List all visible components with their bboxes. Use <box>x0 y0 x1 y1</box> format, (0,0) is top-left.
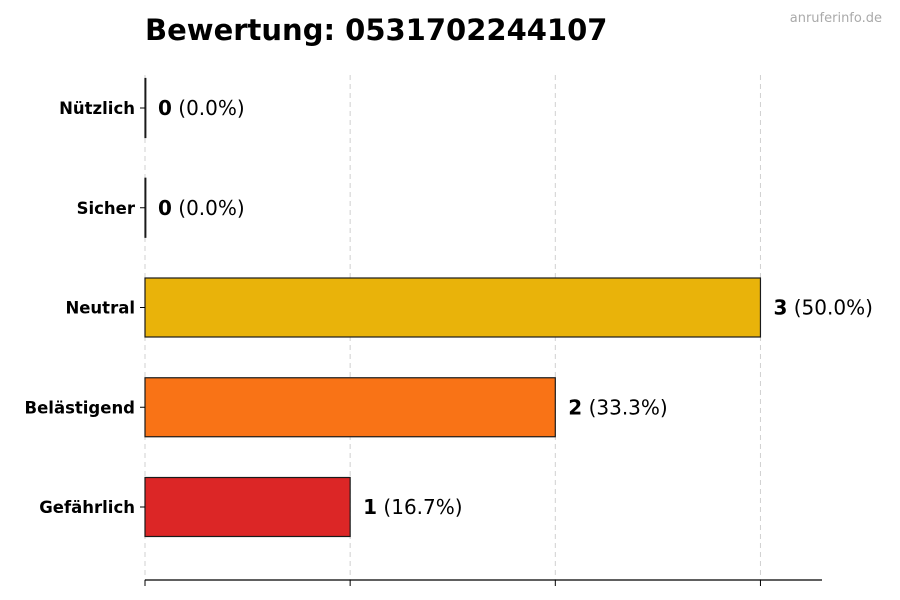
value-count: 2 <box>568 395 582 419</box>
chart-title: Bewertung: 0531702244107 <box>145 13 607 47</box>
value-percent: (0.0%) <box>172 196 245 220</box>
bar-2 <box>144 177 147 238</box>
value-count: 0 <box>158 96 172 120</box>
value-percent: (0.0%) <box>172 96 245 120</box>
bar-4 <box>144 377 556 438</box>
bar-5 <box>144 476 351 538</box>
value-count: 3 <box>773 296 787 320</box>
bar-1 <box>144 77 147 139</box>
value-label: 2 (33.3%) <box>568 395 667 419</box>
value-count: 1 <box>363 495 377 519</box>
category-label: Neutral <box>65 299 135 318</box>
category-label: Sicher <box>77 199 136 218</box>
value-label: 1 (16.7%) <box>363 495 462 519</box>
value-label: 3 (50.0%) <box>773 296 872 320</box>
category-label: Gefährlich <box>39 498 135 517</box>
category-label: Belästigend <box>25 398 135 417</box>
value-percent: (50.0%) <box>787 296 873 320</box>
value-percent: (33.3%) <box>582 395 668 419</box>
axes: Nützlich 0 (0.0%) Sicher 0 (0.0%) Neutral 3 (… <box>25 96 873 586</box>
value-count: 0 <box>158 196 172 220</box>
watermark: anruferinfo.de <box>790 11 882 26</box>
bar-3 <box>144 277 762 338</box>
bars <box>144 77 762 538</box>
category-label: Nützlich <box>59 99 135 118</box>
value-label: 0 (0.0%) <box>158 196 245 220</box>
value-label: 0 (0.0%) <box>158 96 245 120</box>
value-percent: (16.7%) <box>377 495 463 519</box>
